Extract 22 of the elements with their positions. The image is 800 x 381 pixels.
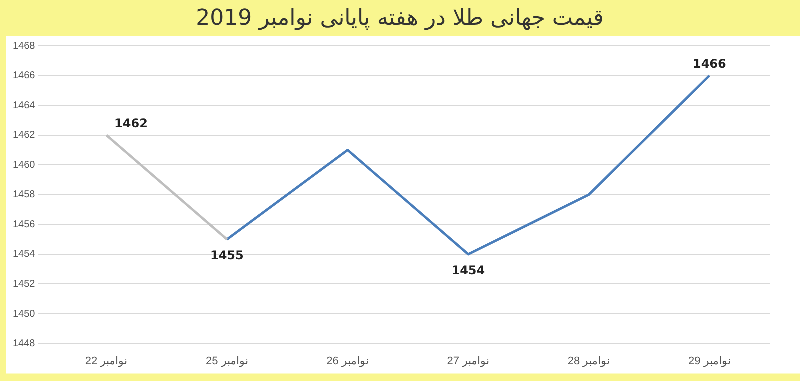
x-tick-label: 25 نوامبر [206, 355, 248, 368]
y-tick-label: 1466 [12, 70, 36, 82]
y-tick-label: 1452 [12, 278, 36, 290]
chart-title: قیمت جهانی طلا در هفته پایانی نوامبر 2019 [195, 6, 605, 31]
y-tick-label: 1460 [12, 160, 36, 171]
data-label: 1462 [114, 116, 148, 130]
x-tick-label: 29 نوامبر [688, 355, 731, 368]
y-tick-label: 1458 [12, 190, 36, 201]
y-tick-label: 1462 [12, 130, 36, 142]
y-tick-label: 1448 [12, 338, 36, 350]
data-label: 1466 [692, 56, 726, 71]
y-tick-label: 1468 [12, 40, 36, 52]
data-label: 1455 [210, 248, 244, 263]
x-tick-label: 27 نوامبر [447, 355, 490, 368]
data-label: 1454 [452, 263, 486, 278]
y-tick-label: 1456 [12, 219, 36, 230]
y-tick-label: 1464 [12, 100, 36, 112]
x-tick-label: 28 نوامبر [568, 355, 610, 368]
y-tick-label: 1450 [12, 308, 36, 320]
x-tick-label: 26 نوامبر [326, 355, 369, 368]
x-tick-label: 22 نوامبر [85, 355, 128, 368]
y-tick-label: 1454 [12, 249, 36, 260]
